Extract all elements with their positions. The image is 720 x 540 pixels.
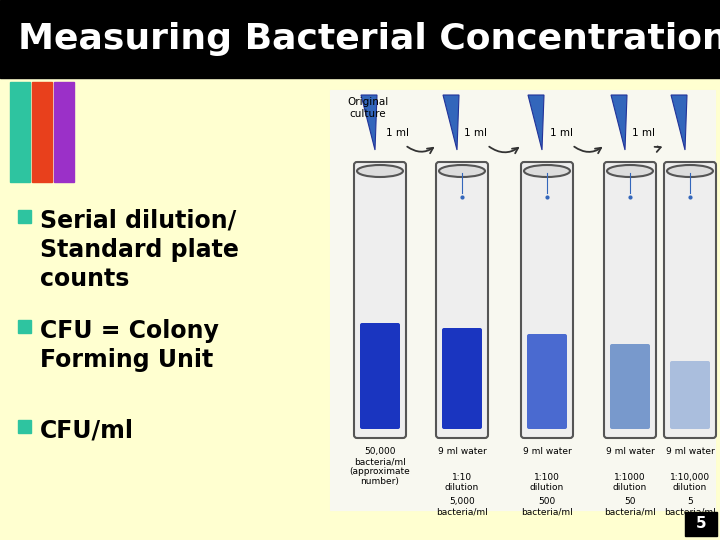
Text: Original
culture: Original culture [347, 97, 389, 119]
Bar [10, 82, 30, 182]
Bar [54, 82, 74, 182]
Text: 9 ml water: 9 ml water [665, 447, 714, 456]
Text: 500
bacteria/ml: 500 bacteria/ml [521, 497, 573, 516]
FancyBboxPatch shape [604, 162, 656, 438]
Polygon shape [528, 95, 544, 150]
Ellipse shape [439, 165, 485, 177]
Polygon shape [611, 95, 627, 150]
Ellipse shape [524, 165, 570, 177]
Text: 1:10
dilution: 1:10 dilution [445, 473, 479, 492]
Text: 5: 5 [696, 516, 706, 531]
Text: 1:10,000
dilution: 1:10,000 dilution [670, 473, 710, 492]
Text: 1 ml: 1 ml [632, 128, 655, 138]
Ellipse shape [667, 165, 713, 177]
Polygon shape [361, 95, 377, 150]
Text: 9 ml water: 9 ml water [606, 447, 654, 456]
Text: 50,000
bacteria/ml
(approximate
number): 50,000 bacteria/ml (approximate number) [350, 447, 410, 486]
Bar [18, 420, 31, 433]
FancyBboxPatch shape [527, 334, 567, 429]
FancyBboxPatch shape [436, 162, 488, 438]
Text: CFU/ml: CFU/ml [40, 419, 134, 443]
Ellipse shape [607, 165, 653, 177]
Bar [330, 90, 715, 510]
Bar [32, 82, 52, 182]
Text: CFU = Colony
Forming Unit: CFU = Colony Forming Unit [40, 319, 219, 372]
Bar [0, 0, 720, 78]
FancyBboxPatch shape [610, 344, 650, 429]
Text: 9 ml water: 9 ml water [523, 447, 572, 456]
Bar [18, 320, 31, 333]
Polygon shape [671, 95, 687, 150]
FancyBboxPatch shape [664, 162, 716, 438]
FancyBboxPatch shape [442, 328, 482, 429]
Text: 1 ml: 1 ml [549, 128, 572, 138]
FancyBboxPatch shape [670, 361, 710, 429]
Ellipse shape [357, 165, 403, 177]
Text: 9 ml water: 9 ml water [438, 447, 487, 456]
Text: 5,000
bacteria/ml: 5,000 bacteria/ml [436, 497, 488, 516]
Text: 1 ml: 1 ml [464, 128, 487, 138]
Bar [685, 512, 717, 536]
FancyBboxPatch shape [521, 162, 573, 438]
Text: 1:1000
dilution: 1:1000 dilution [613, 473, 647, 492]
Text: Serial dilution/
Standard plate
counts: Serial dilution/ Standard plate counts [40, 209, 239, 291]
Text: 5
bacteria/ml: 5 bacteria/ml [664, 497, 716, 516]
FancyBboxPatch shape [354, 162, 406, 438]
Text: 50
bacteria/ml: 50 bacteria/ml [604, 497, 656, 516]
Bar [18, 210, 31, 223]
Text: 1 ml: 1 ml [387, 128, 410, 138]
FancyBboxPatch shape [360, 323, 400, 429]
Text: 1:100
dilution: 1:100 dilution [530, 473, 564, 492]
Polygon shape [443, 95, 459, 150]
Text: Measuring Bacterial Concentration: Measuring Bacterial Concentration [18, 22, 720, 56]
